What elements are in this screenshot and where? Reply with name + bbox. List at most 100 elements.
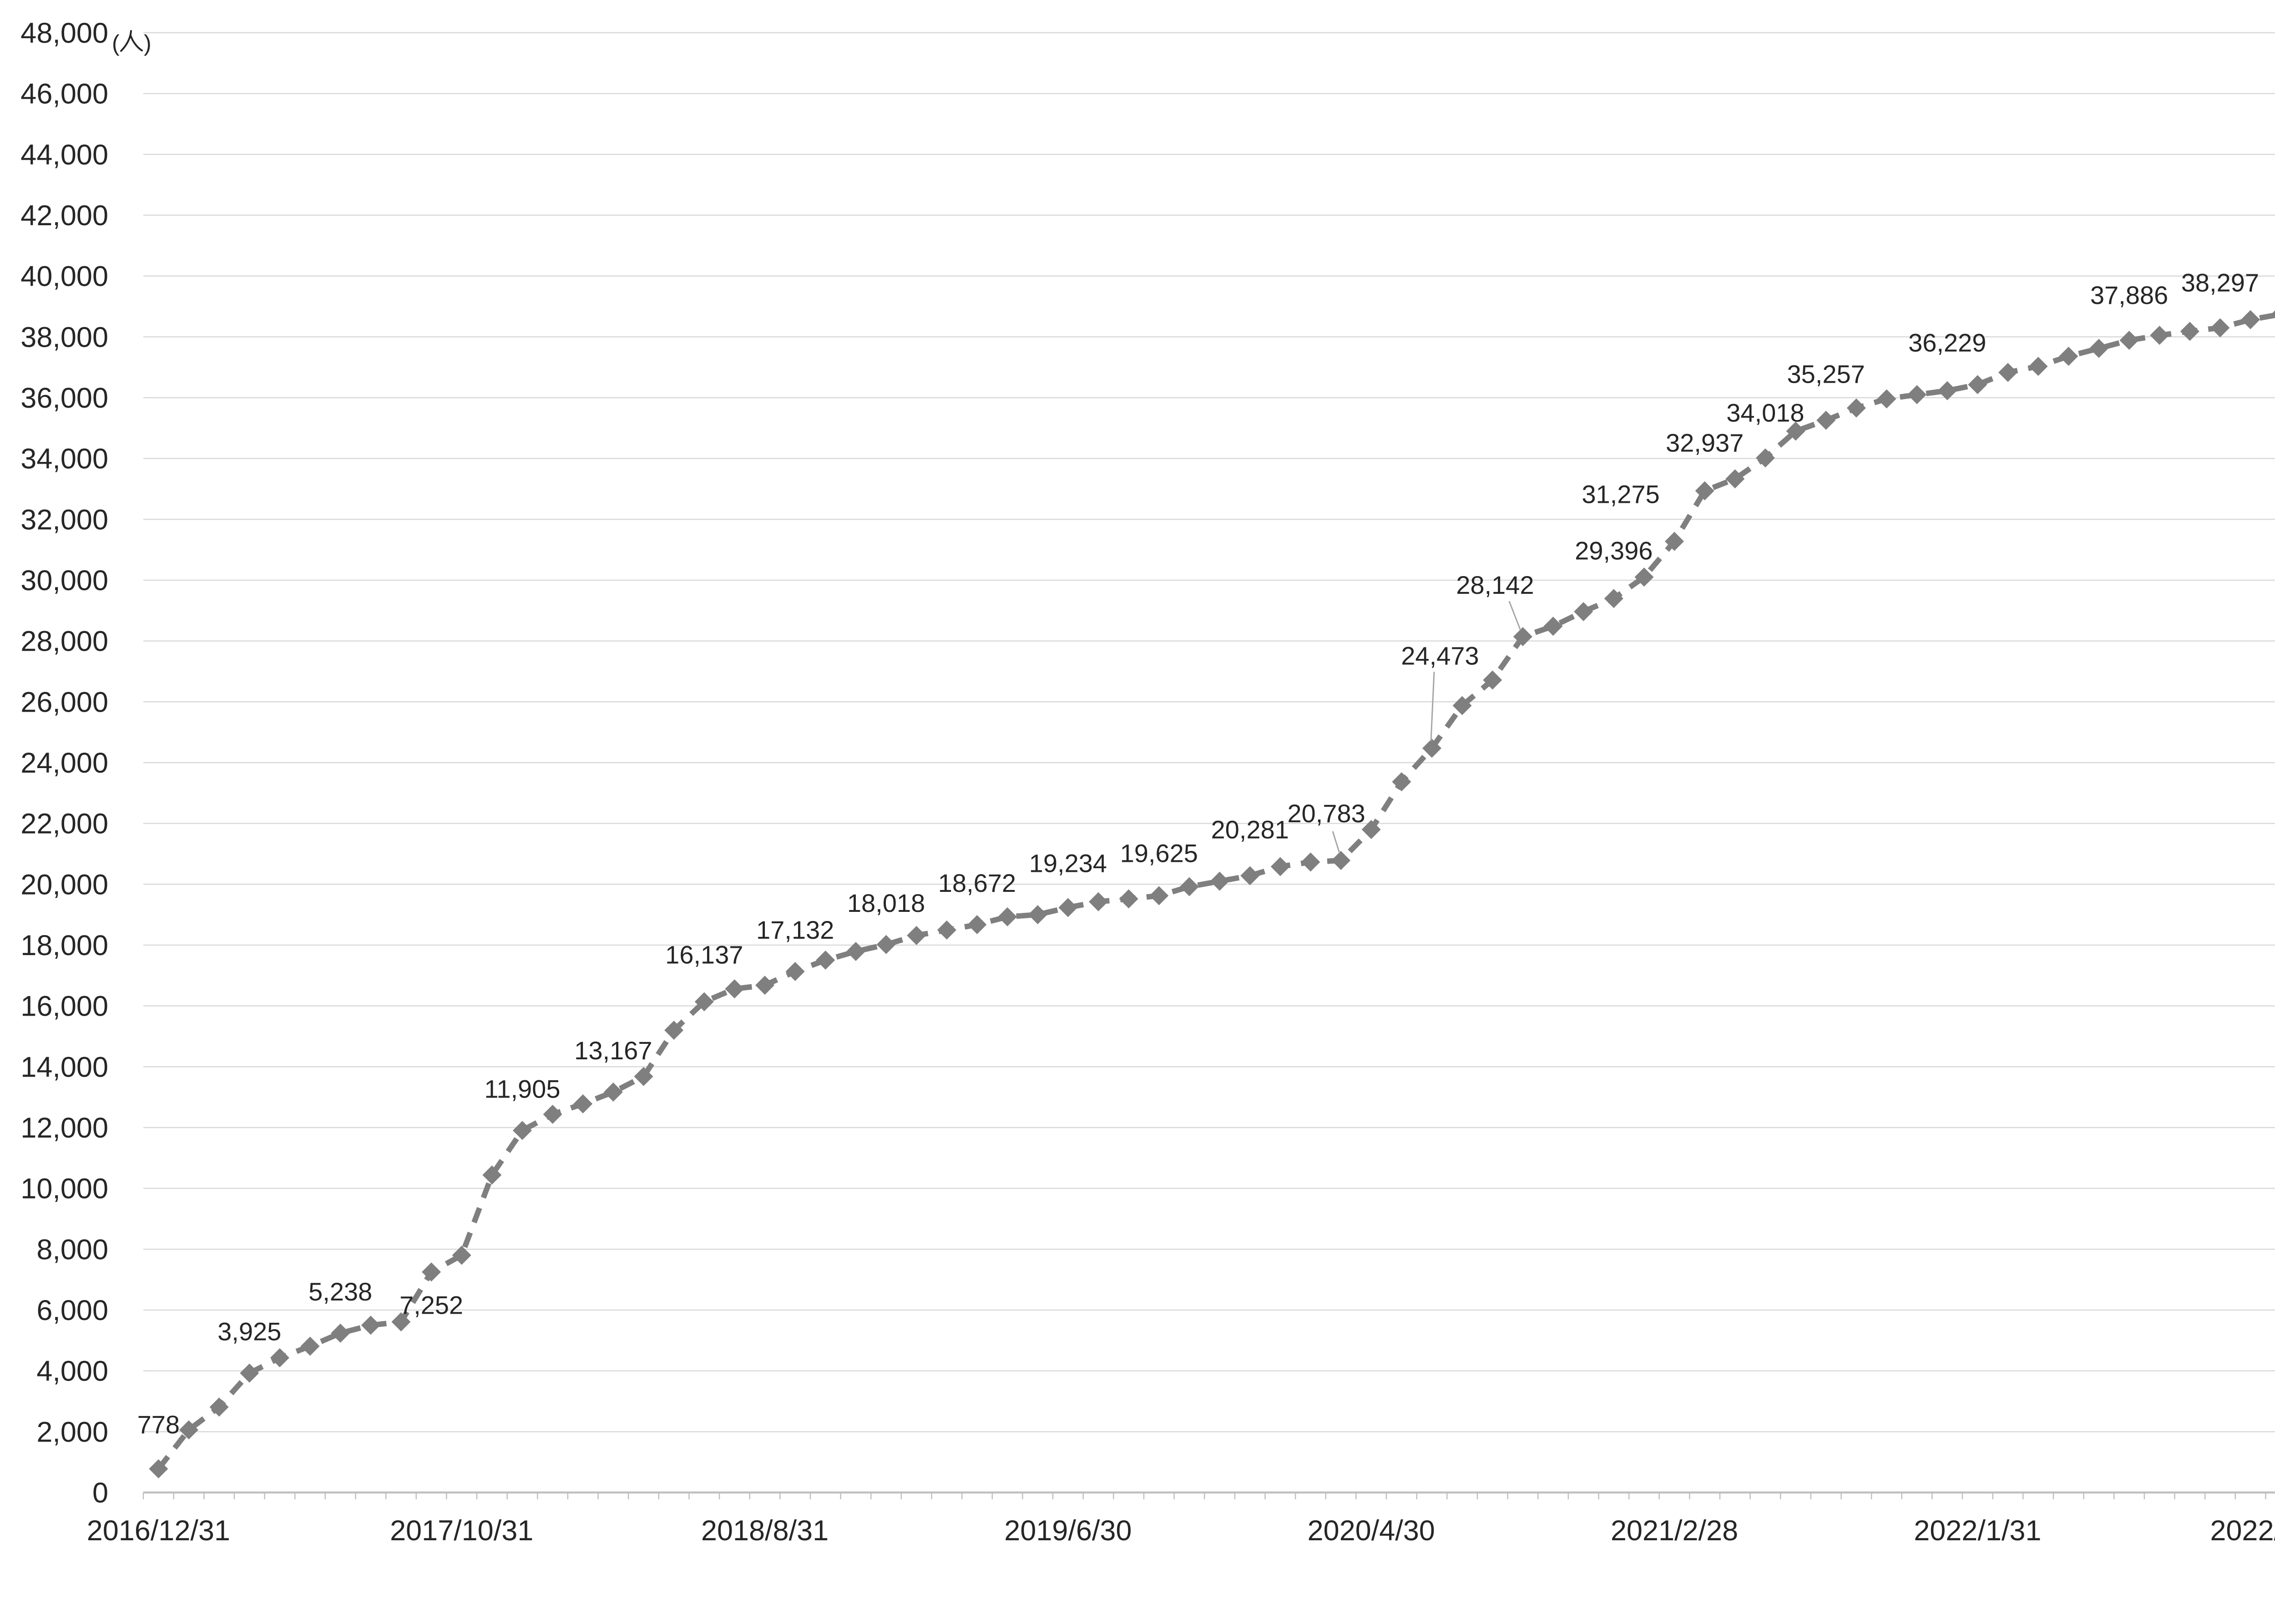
data-label: 37,886	[2090, 281, 2168, 309]
y-tick-label: 8,000	[36, 1234, 108, 1265]
y-tick-label: 40,000	[20, 261, 108, 293]
data-label: 18,018	[847, 889, 925, 917]
series-marker	[1968, 375, 1987, 395]
series-marker	[2119, 330, 2139, 350]
series-marker	[1543, 617, 1563, 636]
y-tick-label: 28,000	[20, 626, 108, 658]
y-tick-label: 44,000	[20, 139, 108, 171]
series-marker	[1604, 589, 1623, 608]
y-tick-label: 6,000	[36, 1295, 108, 1326]
data-label: 34,018	[1726, 398, 1804, 427]
series-marker	[1725, 469, 1745, 489]
series-marker	[361, 1315, 380, 1335]
data-label: 11,905	[484, 1074, 560, 1103]
series-marker	[846, 942, 865, 961]
series-marker	[1210, 871, 1229, 891]
unit-open-paren: (	[112, 30, 120, 56]
data-label: 13,167	[574, 1036, 652, 1065]
series-marker	[1513, 627, 1532, 647]
series-marker	[1877, 389, 1896, 409]
series-marker	[149, 1459, 168, 1479]
y-tick-label: 10,000	[20, 1173, 108, 1205]
data-label: 38,297	[2181, 268, 2259, 297]
y-tick-label: 0	[92, 1477, 108, 1509]
unit-kanji-person-glyph	[120, 30, 143, 52]
series-marker	[1634, 567, 1654, 587]
series-marker	[1149, 886, 1169, 906]
series-marker	[2241, 310, 2260, 329]
series-marker	[1361, 820, 1381, 839]
series-marker	[1331, 850, 1351, 870]
data-label: 24,473	[1401, 641, 1479, 670]
y-tick-label: 42,000	[20, 200, 108, 232]
series-marker	[2271, 310, 2275, 318]
series-marker	[937, 920, 956, 940]
data-label: 5,238	[308, 1277, 372, 1306]
series-marker	[1240, 866, 1260, 885]
series-marker	[1695, 481, 1714, 501]
series-marker	[270, 1348, 289, 1367]
y-tick-label: 30,000	[20, 565, 108, 597]
series-marker	[1452, 696, 1472, 715]
series-marker	[1119, 889, 1138, 909]
series-marker	[725, 979, 744, 999]
data-label: 18,672	[938, 869, 1016, 897]
series-marker	[391, 1312, 411, 1332]
series-marker	[2150, 325, 2169, 345]
y-tick-label: 38,000	[20, 321, 108, 353]
data-label: 16,137	[665, 940, 743, 969]
data-label: 31,275	[1582, 480, 1659, 509]
series-marker	[1786, 421, 1805, 441]
x-tick-label: 2022/11/31	[2210, 1515, 2275, 1547]
series-marker	[634, 1067, 653, 1086]
series-marker	[1392, 772, 1411, 792]
series-marker	[1998, 363, 2017, 382]
series-marker	[573, 1094, 593, 1113]
series-marker	[452, 1245, 471, 1265]
series-marker	[240, 1363, 259, 1383]
unit-label: ()	[112, 30, 152, 56]
data-label-leader	[1332, 831, 1340, 854]
series-marker	[876, 935, 896, 954]
series-marker	[2089, 339, 2108, 358]
series-marker	[785, 961, 805, 981]
data-label-leader	[1508, 601, 1522, 631]
data-label: 7,252	[399, 1290, 463, 1319]
series-marker	[1846, 398, 1866, 418]
series-marker	[1301, 852, 1320, 872]
series-marker	[512, 1121, 532, 1140]
y-tick-label: 34,000	[20, 443, 108, 475]
data-label: 3,925	[217, 1317, 281, 1346]
x-tick-label: 2021/2/28	[1611, 1515, 1738, 1547]
data-label: 32,937	[1666, 429, 1744, 457]
series-marker	[816, 951, 835, 970]
series-marker	[179, 1420, 198, 1440]
series-marker	[1907, 385, 1927, 405]
y-tick-label: 48,000	[20, 17, 108, 49]
series-marker	[603, 1082, 623, 1102]
series-marker	[1028, 905, 1047, 925]
y-tick-label: 20,000	[20, 869, 108, 901]
series-marker	[1665, 531, 1684, 551]
unit-close-paren: )	[144, 30, 152, 56]
series-marker	[331, 1323, 350, 1343]
series-marker	[755, 976, 774, 995]
data-label: 35,257	[1787, 360, 1865, 389]
series-marker	[422, 1262, 441, 1282]
series-marker	[694, 992, 714, 1012]
x-tick-label: 2022/1/31	[1914, 1515, 2041, 1547]
series-marker	[1483, 670, 1502, 690]
series-marker	[2028, 357, 2048, 376]
y-tick-label: 2,000	[36, 1416, 108, 1448]
x-tick-label: 2017/10/31	[390, 1515, 533, 1547]
series-marker	[2180, 322, 2199, 341]
series-marker	[1088, 892, 1108, 911]
y-tick-label: 46,000	[20, 78, 108, 110]
x-tick-label: 2018/8/31	[701, 1515, 829, 1547]
data-label: 29,396	[1575, 536, 1653, 565]
data-label: 17,132	[756, 916, 834, 944]
series-marker	[967, 915, 987, 935]
y-tick-label: 4,000	[36, 1356, 108, 1387]
